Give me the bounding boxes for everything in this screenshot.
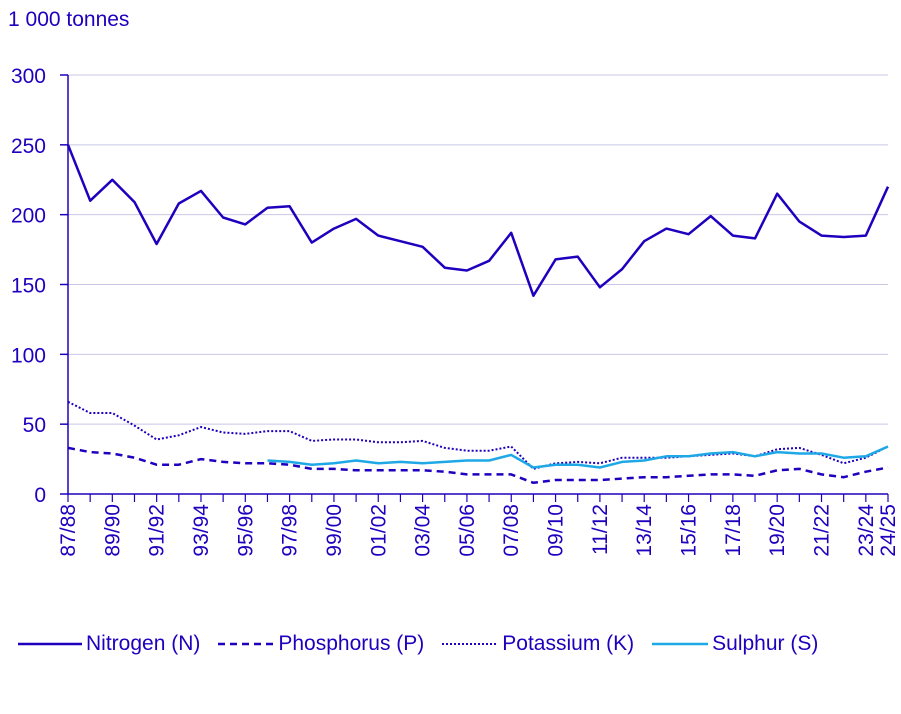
legend-swatch-sulphur — [652, 642, 709, 646]
x-tick-label: 11/12 — [589, 504, 612, 555]
legend-swatch-potassium — [442, 643, 499, 645]
series-lines — [66, 144, 890, 485]
x-tick-label: 03/04 — [412, 504, 435, 557]
x-tick-label: 95/96 — [234, 504, 257, 557]
x-tick-label: 01/02 — [367, 504, 390, 557]
legend-item-sulphur: Sulphur (S) — [652, 632, 818, 656]
x-tick-label: 87/88 — [57, 504, 80, 557]
x-tick-label: 05/06 — [456, 504, 479, 557]
x-tick-label: 19/20 — [766, 504, 789, 557]
x-tick-label: 17/18 — [722, 504, 745, 557]
y-tick-label: 150 — [11, 275, 46, 298]
x-tick-label: 15/16 — [678, 504, 701, 557]
series-line-nitrogen — [66, 144, 890, 297]
y-tick-label: 50 — [23, 414, 46, 437]
x-tick-label: 93/94 — [190, 504, 213, 557]
legend-swatch-nitrogen — [18, 642, 82, 646]
x-tick-label: 21/22 — [811, 504, 834, 557]
y-tick-label: 100 — [11, 344, 46, 367]
series-line-phosphorus — [67, 446, 889, 485]
y-tick-label: 300 — [11, 65, 46, 88]
y-tick-label: 0 — [34, 484, 46, 507]
gridlines — [68, 74, 888, 425]
x-tick-label: 07/08 — [500, 504, 523, 557]
x-tick-label: 24/25 — [877, 504, 900, 557]
x-tick-label: 91/92 — [146, 504, 169, 557]
y-tick-label: 200 — [11, 205, 46, 228]
legend-item-potassium: Potassium (K) — [442, 632, 634, 656]
legend-label-potassium: Potassium (K) — [502, 632, 635, 655]
x-tick-label: 97/98 — [279, 504, 302, 557]
y-axis-unit-label: 1 000 tonnes — [8, 8, 130, 31]
x-axis: 87/88 89/90 91/92 93/94 95/96 97/98 99/00 01/02… — [57, 75, 900, 557]
series-line-sulphur — [267, 445, 889, 469]
x-tick-label: 23/24 — [855, 504, 878, 557]
series-line-potassium — [67, 400, 889, 470]
legend-swatch-phosphorus — [218, 642, 275, 646]
x-tick-label: 09/10 — [545, 504, 568, 557]
legend: Nitrogen (N) Phosphorus (P) Potassium (K… — [18, 632, 836, 656]
legend-label-sulphur: Sulphur (S) — [712, 632, 819, 655]
legend-item-phosphorus: Phosphorus (P) — [218, 632, 424, 656]
x-tick-label: 99/00 — [323, 504, 346, 557]
legend-label-phosphorus: Phosphorus (P) — [278, 632, 425, 655]
legend-label-nitrogen: Nitrogen (N) — [86, 632, 201, 655]
y-axis-ticks: 0 50 100 150 200 250 300 — [11, 65, 68, 507]
y-tick-label: 250 — [11, 135, 46, 158]
x-tick-label: 89/90 — [101, 504, 124, 557]
x-tick-label: 13/14 — [633, 504, 656, 557]
legend-item-nitrogen: Nitrogen (N) — [18, 632, 200, 656]
